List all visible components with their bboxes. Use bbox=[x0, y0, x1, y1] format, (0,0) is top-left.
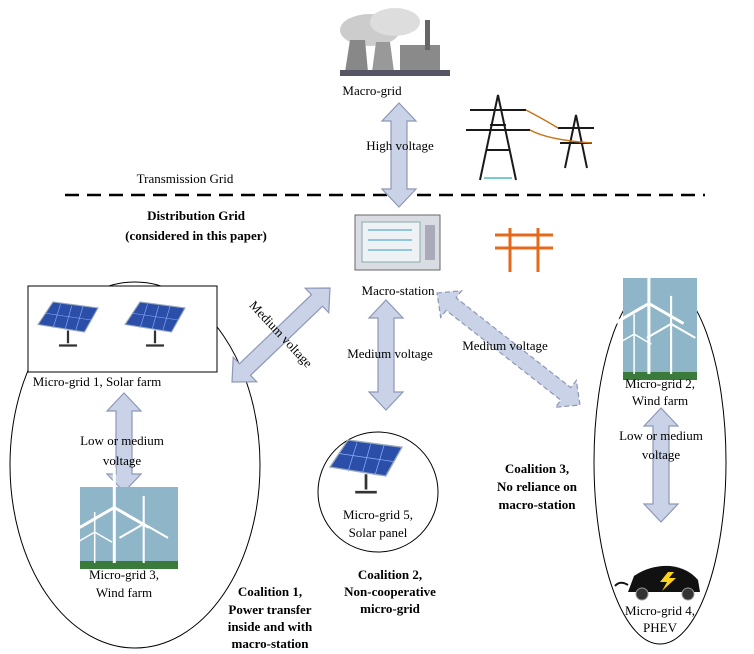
link-label: Low or medium bbox=[619, 428, 703, 443]
double-arrow bbox=[231, 287, 331, 383]
panel-grid bbox=[45, 304, 92, 332]
double-arrow bbox=[380, 102, 418, 208]
coalition-label: macro-station bbox=[231, 636, 309, 651]
panel bbox=[328, 439, 404, 477]
power-plant-icon bbox=[340, 8, 450, 76]
panel bbox=[37, 301, 99, 333]
bolt bbox=[660, 572, 676, 591]
link-label: Medium voltage bbox=[347, 346, 433, 361]
solar-panel-icon bbox=[328, 439, 404, 494]
coalition-1-ellipse bbox=[9, 281, 261, 649]
blade bbox=[670, 322, 696, 339]
blade bbox=[646, 322, 672, 339]
coalition-label: macro-station bbox=[498, 497, 576, 512]
node-label: Solar panel bbox=[349, 525, 408, 540]
blade bbox=[616, 333, 635, 345]
node-label: Micro-grid 3, bbox=[89, 567, 159, 582]
coalition-label: Coalition 2, bbox=[358, 567, 422, 582]
node-label: PHEV bbox=[643, 620, 678, 635]
sky bbox=[623, 278, 697, 380]
phev-icon bbox=[614, 565, 700, 601]
macro-station-label: Macro-station bbox=[362, 283, 435, 298]
utility-pole-icon bbox=[495, 228, 553, 272]
solar-panel-icon bbox=[37, 301, 99, 347]
node-label: Micro-grid 1, Solar farm bbox=[33, 374, 162, 389]
solar-farm-box bbox=[27, 285, 218, 373]
stand bbox=[355, 474, 377, 494]
panel bbox=[124, 301, 186, 333]
pylon-icon bbox=[466, 94, 594, 181]
layout bbox=[9, 8, 727, 649]
node-label: Micro-grid 2, bbox=[625, 376, 695, 391]
stand bbox=[146, 330, 164, 347]
blade bbox=[613, 302, 650, 325]
blade bbox=[78, 506, 116, 529]
node-label: Micro-grid 4, bbox=[625, 603, 695, 618]
ground bbox=[623, 372, 697, 380]
solar-panel-icon bbox=[124, 301, 186, 347]
blade bbox=[633, 333, 652, 345]
link-label: Medium voltage bbox=[462, 338, 548, 353]
plug-cord bbox=[614, 581, 629, 587]
coalition-label: No reliance on bbox=[497, 479, 578, 494]
coalition-2-circle bbox=[317, 431, 439, 553]
blade bbox=[77, 531, 96, 543]
link-label: Low or medium bbox=[80, 433, 164, 448]
ground bbox=[80, 561, 178, 569]
arrows bbox=[105, 102, 680, 523]
double-arrow bbox=[367, 299, 405, 411]
double-arrow bbox=[642, 407, 680, 523]
coalition-label: Coalition 1, bbox=[238, 584, 302, 599]
node-label: Wind farm bbox=[96, 585, 152, 600]
transmission-grid-label: Transmission Grid bbox=[137, 171, 234, 186]
high-voltage-label: High voltage bbox=[366, 138, 434, 153]
blade bbox=[143, 522, 169, 539]
blade bbox=[648, 302, 685, 325]
blade bbox=[118, 522, 145, 539]
macro-grid-label: Macro-grid bbox=[342, 83, 402, 98]
stand bbox=[59, 330, 77, 347]
distribution-grid-label: (considered in this paper) bbox=[125, 228, 267, 243]
wheel bbox=[681, 587, 695, 601]
coalition-label: Non-cooperative bbox=[344, 584, 436, 599]
blade bbox=[94, 531, 113, 543]
wind-farm-icon bbox=[77, 467, 178, 569]
coalition-label: micro-grid bbox=[360, 601, 420, 616]
macro-station-icon bbox=[354, 214, 441, 271]
double-arrow bbox=[436, 289, 581, 409]
panel-grid bbox=[132, 304, 179, 332]
link-label: voltage bbox=[103, 453, 141, 468]
wheel bbox=[635, 587, 649, 601]
sky bbox=[80, 487, 178, 569]
icons bbox=[37, 263, 700, 601]
coalition-label: Coalition 3, bbox=[505, 461, 569, 476]
coalition-label: Power transfer bbox=[228, 602, 311, 617]
node-label: Wind farm bbox=[632, 393, 688, 408]
panel-grid bbox=[338, 442, 394, 476]
node-label: Micro-grid 5, bbox=[343, 507, 413, 522]
link-label: voltage bbox=[642, 447, 680, 462]
wind-farm-icon bbox=[613, 263, 697, 380]
coalition-label: inside and with bbox=[228, 619, 313, 634]
distribution-grid-label: Distribution Grid bbox=[147, 208, 246, 223]
